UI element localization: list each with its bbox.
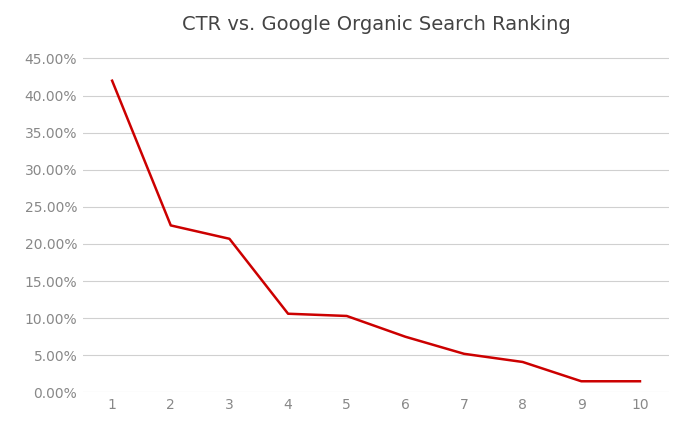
Title: CTR vs. Google Organic Search Ranking: CTR vs. Google Organic Search Ranking xyxy=(181,15,571,34)
